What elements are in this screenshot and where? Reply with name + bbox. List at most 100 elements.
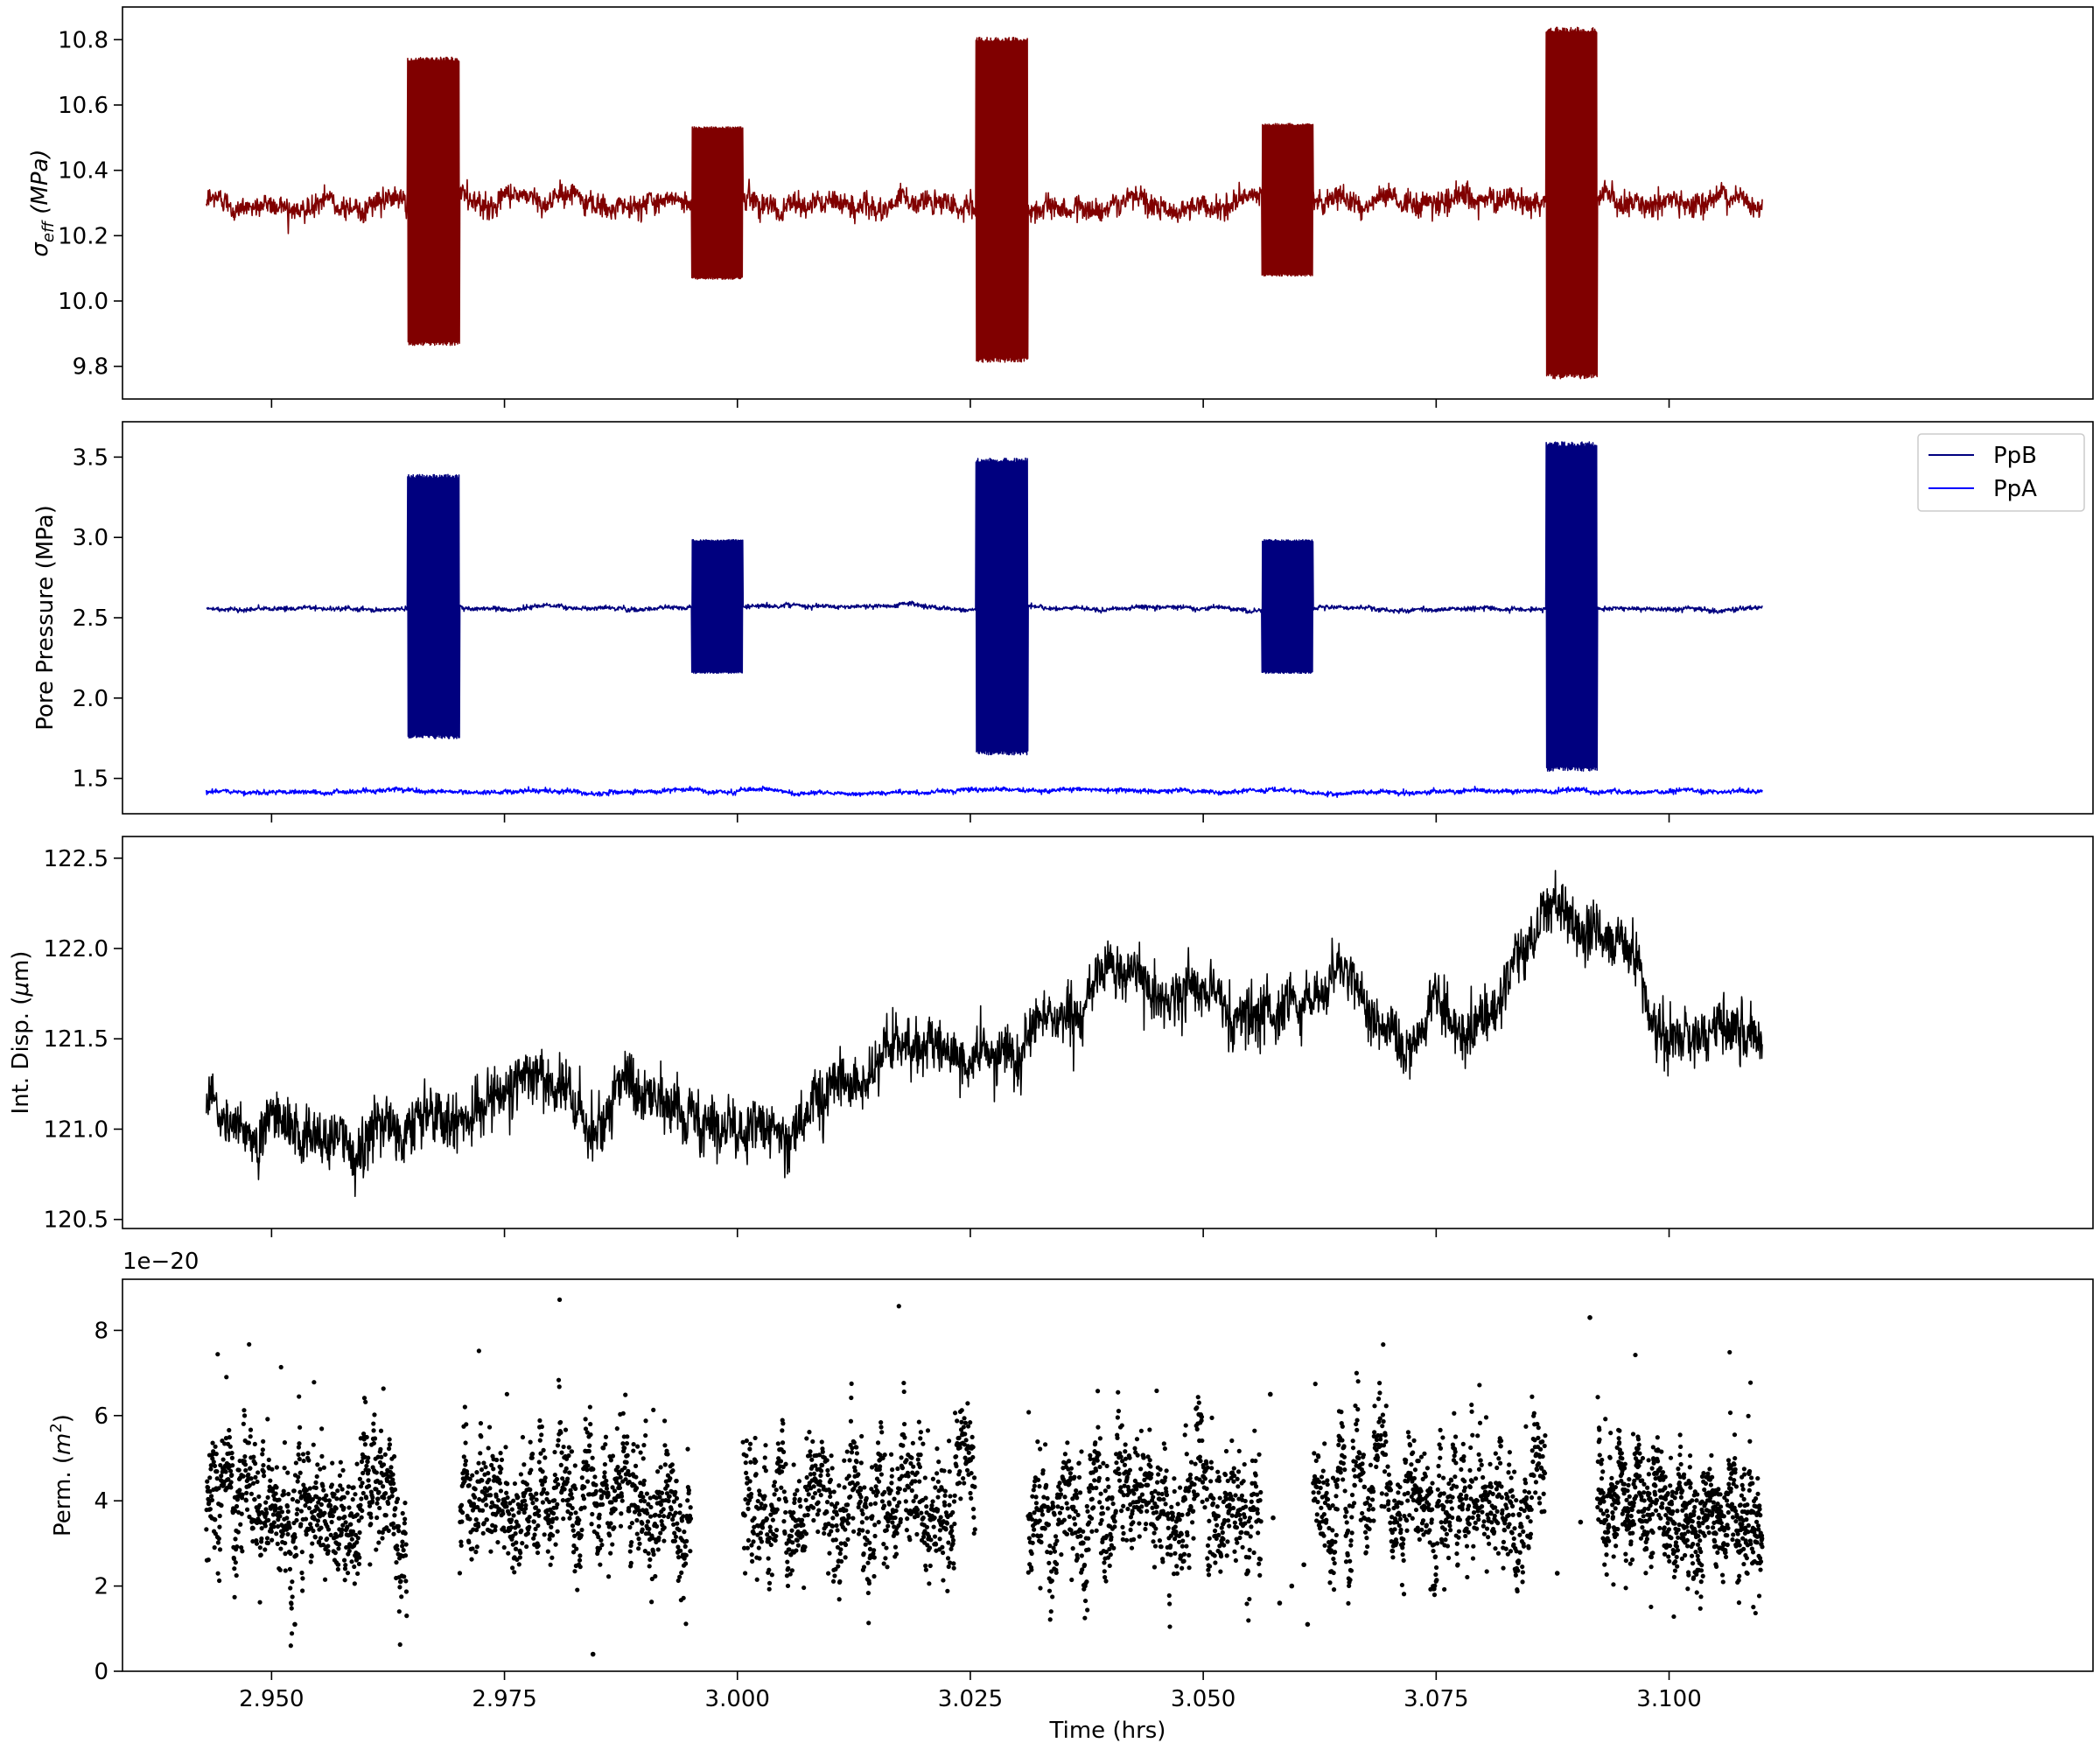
perm-point: [668, 1507, 674, 1512]
perm-point: [206, 1558, 211, 1563]
perm-point: [1226, 1518, 1231, 1523]
perm-point: [525, 1530, 530, 1536]
perm-point: [1040, 1512, 1046, 1517]
perm-point: [379, 1454, 384, 1460]
perm-point: [1026, 1570, 1031, 1575]
perm-point: [1150, 1505, 1155, 1510]
perm-point: [1230, 1505, 1236, 1511]
perm-point: [1348, 1538, 1354, 1544]
perm-point: [317, 1539, 322, 1544]
perm-point: [475, 1504, 480, 1510]
perm-point: [655, 1547, 661, 1552]
perm-point: [1631, 1501, 1636, 1506]
perm-point: [1401, 1592, 1407, 1597]
perm-point: [925, 1428, 931, 1433]
perm-point: [608, 1458, 613, 1463]
perm-point: [792, 1492, 798, 1497]
perm-point: [1677, 1432, 1683, 1438]
perm-point: [1670, 1508, 1676, 1515]
perm-point: [348, 1522, 354, 1527]
perm-point: [1504, 1505, 1509, 1511]
perm-point: [1400, 1545, 1405, 1550]
perm-point: [1068, 1466, 1074, 1471]
perm-point: [649, 1576, 654, 1582]
perm-point: [207, 1475, 213, 1480]
perm-point: [1364, 1536, 1369, 1541]
perm-point: [318, 1525, 324, 1530]
perm-point: [234, 1572, 239, 1578]
perm-point: [1030, 1540, 1035, 1545]
perm-point: [310, 1497, 315, 1502]
perm-point: [1710, 1474, 1715, 1480]
perm-point: [390, 1477, 396, 1482]
perm-point: [662, 1443, 668, 1448]
perm-point: [1361, 1452, 1367, 1458]
perm-point: [1331, 1587, 1337, 1592]
perm-point: [1062, 1494, 1068, 1500]
perm-point: [1617, 1439, 1622, 1446]
perm-point: [496, 1498, 501, 1503]
perm-point: [1756, 1527, 1761, 1532]
perm-point: [922, 1529, 928, 1534]
perm-point: [890, 1520, 895, 1525]
perm-point: [1199, 1414, 1205, 1419]
perm-point: [1353, 1474, 1358, 1479]
perm-point: [274, 1531, 279, 1536]
perm-point: [1657, 1525, 1662, 1530]
perm-point: [228, 1480, 234, 1485]
perm-point: [584, 1430, 590, 1435]
perm-point: [1360, 1461, 1365, 1466]
perm-point: [1517, 1550, 1522, 1555]
perm-point: [1621, 1491, 1627, 1496]
perm-point: [1186, 1488, 1191, 1494]
perm-point: [1469, 1409, 1474, 1414]
perm-point: [1529, 1494, 1535, 1501]
perm-point: [397, 1642, 402, 1648]
perm-point: [233, 1536, 238, 1542]
perm-point: [1367, 1526, 1372, 1532]
perm-point: [326, 1549, 331, 1554]
perm-point: [1233, 1558, 1238, 1564]
perm-point: [476, 1460, 481, 1466]
perm-point: [915, 1507, 920, 1513]
perm-point: [1257, 1557, 1264, 1562]
perm-point: [465, 1472, 470, 1477]
perm-point: [1610, 1502, 1615, 1508]
perm-point: [947, 1469, 952, 1474]
perm-point: [390, 1472, 396, 1477]
perm-point: [830, 1516, 836, 1521]
perm-point: [300, 1452, 306, 1457]
perm-point: [1731, 1532, 1736, 1537]
perm-point: [1208, 1479, 1214, 1484]
perm-point: [1059, 1505, 1065, 1511]
perm-point: [968, 1420, 973, 1425]
perm-point: [1435, 1487, 1440, 1492]
perm-point: [273, 1506, 279, 1511]
perm-point: [218, 1462, 223, 1468]
perm-point: [1251, 1550, 1256, 1556]
perm-point: [901, 1380, 906, 1386]
perm-point: [1032, 1510, 1037, 1516]
perm-point: [352, 1581, 357, 1586]
perm-point: [956, 1480, 962, 1486]
perm-point: [336, 1562, 341, 1567]
perm-point: [283, 1551, 288, 1557]
perm-point: [1452, 1453, 1457, 1459]
perm-point: [596, 1523, 602, 1529]
perm-point: [659, 1490, 665, 1495]
perm-point: [1715, 1550, 1720, 1555]
perm-point: [1235, 1540, 1240, 1545]
perm-point: [930, 1499, 935, 1504]
perm-point: [1534, 1467, 1540, 1473]
legend-box: [1917, 433, 2085, 512]
perm-point: [498, 1488, 504, 1494]
perm-point: [856, 1504, 861, 1510]
legend: PpB PpA: [1917, 433, 2085, 512]
perm-point: [1476, 1466, 1482, 1472]
perm-point: [246, 1440, 251, 1446]
perm-point: [1054, 1561, 1060, 1567]
perm-point: [1094, 1485, 1099, 1491]
perm-point: [1382, 1469, 1388, 1474]
perm-point: [1199, 1418, 1204, 1424]
perm-point: [1076, 1460, 1082, 1466]
